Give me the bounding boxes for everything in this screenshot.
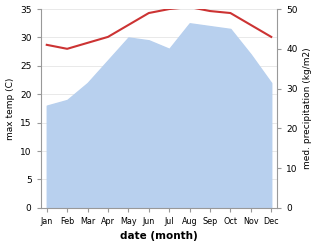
- X-axis label: date (month): date (month): [120, 231, 198, 242]
- Y-axis label: max temp (C): max temp (C): [5, 77, 15, 140]
- Y-axis label: med. precipitation (kg/m2): med. precipitation (kg/m2): [303, 48, 313, 169]
